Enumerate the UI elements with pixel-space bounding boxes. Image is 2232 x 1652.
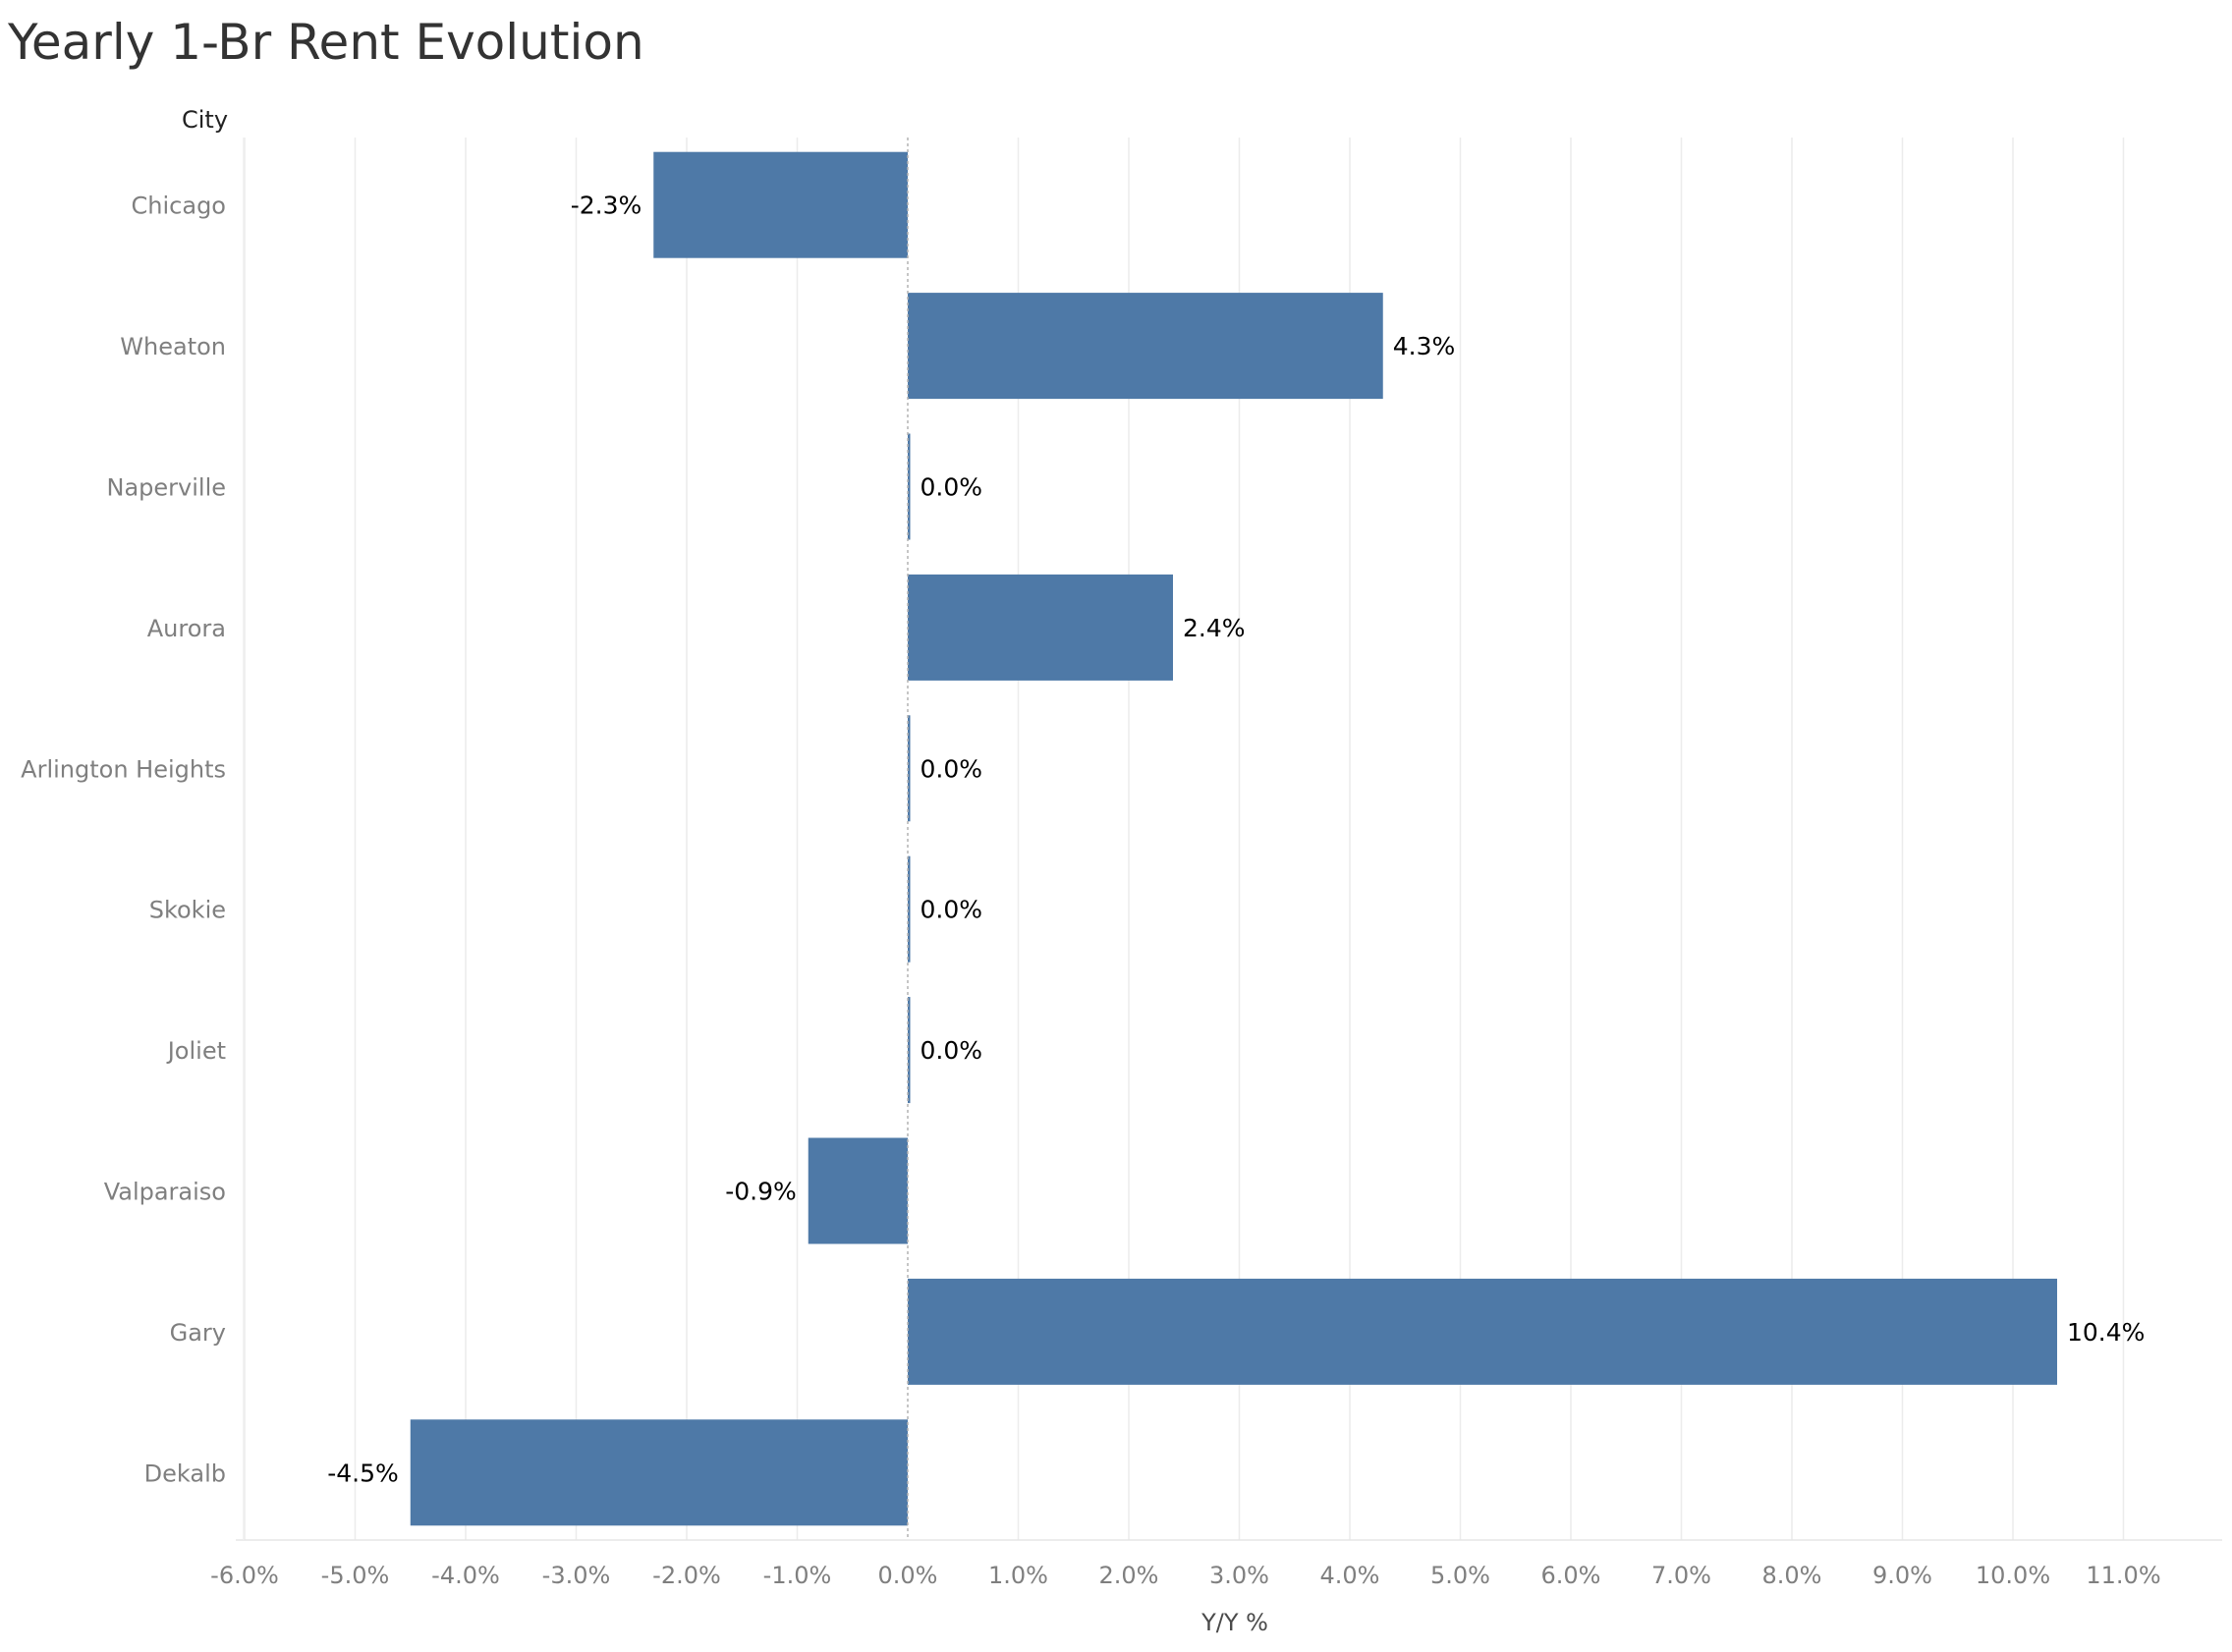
x-tick-label: 6.0% xyxy=(1541,1562,1601,1589)
x-tick-label: -4.0% xyxy=(431,1562,500,1589)
category-label: Joliet xyxy=(166,1037,226,1065)
x-tick-label: 3.0% xyxy=(1209,1562,1269,1589)
data-label: -4.5% xyxy=(327,1459,399,1487)
bars xyxy=(410,151,2057,1526)
data-label: 0.0% xyxy=(921,473,983,502)
x-tick-label: 9.0% xyxy=(1872,1562,1932,1589)
x-tick-label: 8.0% xyxy=(1762,1562,1822,1589)
category-label: Valparaiso xyxy=(104,1179,226,1206)
x-tick-label: 10.0% xyxy=(1976,1562,2050,1589)
bar xyxy=(410,1419,908,1526)
x-tick-label: 2.0% xyxy=(1099,1562,1159,1589)
bar xyxy=(908,574,1173,681)
data-label: 2.4% xyxy=(1183,614,1246,642)
data-label: 0.0% xyxy=(921,1036,983,1065)
x-tick-label: 4.0% xyxy=(1320,1562,1380,1589)
category-label: Naperville xyxy=(107,474,227,502)
data-label: 10.4% xyxy=(2067,1318,2145,1347)
x-tick-label: 11.0% xyxy=(2086,1562,2160,1589)
x-tick-label: 7.0% xyxy=(1651,1562,1711,1589)
category-label: Chicago xyxy=(132,193,226,220)
data-label: 0.0% xyxy=(921,754,983,783)
data-labels: -2.3% 4.3% 0.0% 2.4% 0.0% 0.0% 0.0% -0.9% 10.4% -… xyxy=(327,192,2145,1488)
category-label: Gary xyxy=(170,1319,226,1347)
data-label: 4.3% xyxy=(1393,332,1456,360)
x-tick-label: -5.0% xyxy=(321,1562,390,1589)
x-tick-label: -6.0% xyxy=(210,1562,279,1589)
x-axis-title: Y/Y % xyxy=(1200,1609,1268,1636)
x-tick-label: 1.0% xyxy=(988,1562,1048,1589)
x-tick-label: -3.0% xyxy=(542,1562,611,1589)
bar xyxy=(908,715,911,822)
category-label: Arlington Heights xyxy=(21,755,226,783)
row-header: City xyxy=(182,106,228,134)
category-label: Wheaton xyxy=(120,333,226,360)
bar xyxy=(908,433,911,540)
x-tick-label: -2.0% xyxy=(652,1562,721,1589)
data-label: -2.3% xyxy=(571,192,642,220)
x-axis-ticks: -6.0% -5.0% -4.0% -3.0% -2.0% -1.0% 0.0% 1.0% 2.… xyxy=(210,1562,2160,1589)
bar xyxy=(908,293,1383,400)
chart-title: Yearly 1-Br Rent Evolution xyxy=(8,14,644,71)
category-labels: Chicago Wheaton Naperville Aurora Arlington … xyxy=(21,193,226,1488)
data-label: -0.9% xyxy=(725,1178,797,1206)
bar xyxy=(908,997,911,1104)
bar xyxy=(808,1137,908,1244)
bar xyxy=(908,1278,2057,1385)
data-label: 0.0% xyxy=(921,896,983,924)
x-tick-label: -1.0% xyxy=(763,1562,832,1589)
x-tick-label: 0.0% xyxy=(878,1562,938,1589)
bar xyxy=(653,151,908,258)
x-tick-label: 5.0% xyxy=(1430,1562,1490,1589)
category-label: Skokie xyxy=(149,897,226,924)
bar xyxy=(908,855,911,963)
category-label: Aurora xyxy=(147,615,226,642)
category-label: Dekalb xyxy=(144,1459,226,1487)
